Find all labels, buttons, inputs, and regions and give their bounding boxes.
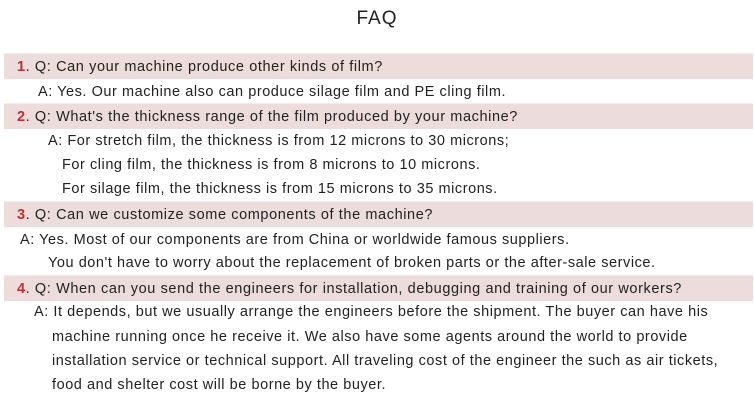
faq-answer-line: machine running once he receive it. We a… [52,329,688,345]
faq-answer-line: installation service or technical suppor… [52,353,719,369]
question-number: 2 [17,109,26,125]
question-number: 1 [17,59,26,75]
faq-answer-line: For cling film, the thickness is from 8 … [62,157,481,173]
faq-answer-line: food and shelter cost will be borne by t… [52,377,387,393]
faq-answer-line: A: For stretch film, the thickness is fr… [48,133,510,149]
faq-question-4: 4. Q: When can you send the engineers fo… [4,275,753,301]
question-text: . Q: When can you send the engineers for… [25,281,682,297]
faq-answer-line: A: Yes. Our machine also can produce sil… [38,84,507,100]
faq-question-1: 1. Q: Can your machine produce other kin… [4,53,753,79]
faq-question-3: 3. Q: Can we customize some components o… [4,201,753,227]
question-number: 4 [17,281,26,297]
faq-answer-line: You don't have to worry about the replac… [48,255,656,271]
question-text: . Q: Can your machine produce other kind… [25,59,383,75]
faq-answer-line: For silage film, the thickness is from 1… [62,181,498,197]
faq-answer-line: A: Yes. Most of our components are from … [20,232,570,248]
question-text: . Q: Can we customize some components of… [25,207,434,223]
question-text: . Q: What's the thickness range of the f… [25,109,518,125]
faq-question-2: 2. Q: What's the thickness range of the … [4,103,753,129]
page-title: FAQ [356,8,398,29]
faq-answer-line: A: It depends, but we usually arrange th… [34,304,709,320]
question-number: 3 [17,207,26,223]
